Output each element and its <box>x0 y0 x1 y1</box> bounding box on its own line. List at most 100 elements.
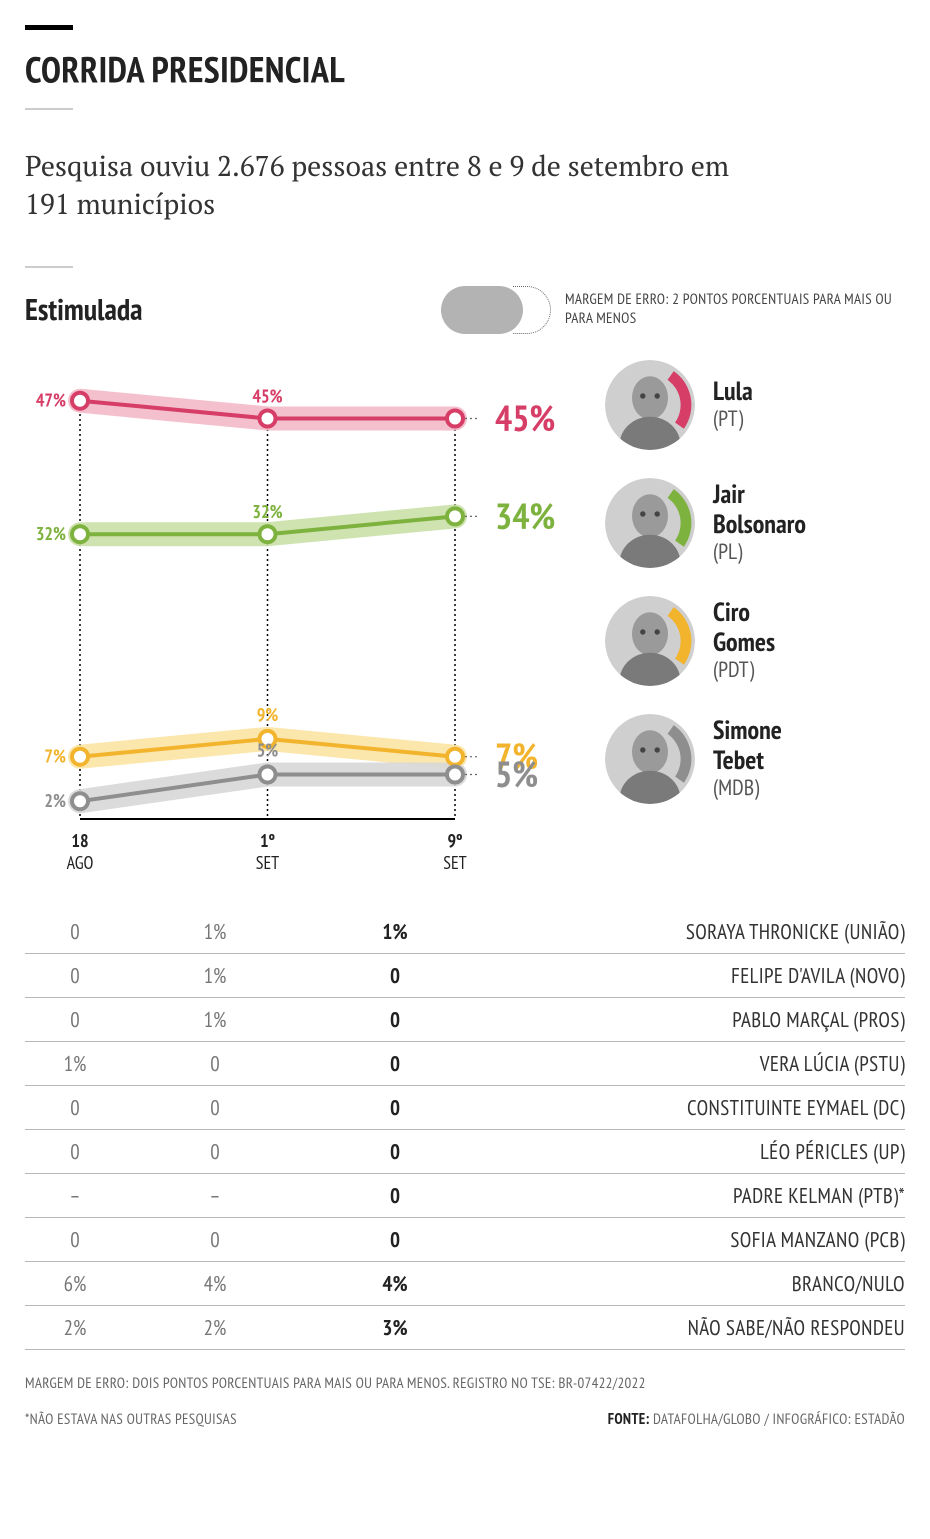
table-row: 01%0PABLO MARÇAL (PROS) <box>25 998 905 1042</box>
table-row: 01%0FELIPE D'AVILA (NOVO) <box>25 954 905 998</box>
candidate-party: (MDB) <box>713 776 782 801</box>
table-cell: PADRE KELMAN (PTB)* <box>485 1182 905 1209</box>
table-cell: 1% <box>125 962 305 989</box>
table-cell: 1% <box>125 918 305 945</box>
footnote-line-1: MARGEM DE ERRO: DOIS PONTOS PORCENTUAIS … <box>25 1372 905 1396</box>
subhead: Pesquisa ouviu 2.676 pessoas entre 8 e 9… <box>25 148 775 224</box>
table-cell: NÃO SABE/NÃO RESPONDEU <box>485 1314 905 1341</box>
candidate-bolsonaro: JairBolsonaro (PL) <box>605 478 806 568</box>
table-row: 000SOFIA MANZANO (PCB) <box>25 1218 905 1262</box>
svg-text:9º: 9º <box>448 829 463 852</box>
avatar-tebet <box>605 714 695 804</box>
table-cell: FELIPE D'AVILA (NOVO) <box>485 962 905 989</box>
candidate-tebet: SimoneTebet (MDB) <box>605 714 806 804</box>
table-cell: 4% <box>125 1270 305 1297</box>
table-cell: 0 <box>125 1226 305 1253</box>
avatar-ciro <box>605 596 695 686</box>
fonte-text: DATAFOLHA/GLOBO / INFOGRÁFICO: ESTADÃO <box>653 1410 905 1429</box>
table-row: ––0PADRE KELMAN (PTB)* <box>25 1174 905 1218</box>
svg-text:45%: 45% <box>495 393 555 440</box>
sep-rule <box>25 266 73 268</box>
table-cell: 0 <box>305 1226 485 1253</box>
candidate-text: JairBolsonaro (PL) <box>713 480 806 565</box>
margin-legend: MARGEM DE ERRO: 2 PONTOS PORCENTUAIS PAR… <box>441 286 905 334</box>
table-cell: 0 <box>125 1050 305 1077</box>
footnotes: MARGEM DE ERRO: DOIS PONTOS PORCENTUAIS … <box>25 1372 905 1432</box>
table-cell: 2% <box>25 1314 125 1341</box>
svg-text:SET: SET <box>443 851 466 874</box>
fonte-label: FONTE: <box>608 1410 650 1429</box>
legend-pill-icon <box>441 286 551 334</box>
table-cell: BRANCO/NULO <box>485 1270 905 1297</box>
table-cell: 1% <box>305 918 485 945</box>
candidate-party: (PL) <box>713 540 806 565</box>
svg-text:32%: 32% <box>252 500 282 523</box>
candidate-text: Lula (PT) <box>713 377 753 432</box>
table-cell: SOFIA MANZANO (PCB) <box>485 1226 905 1253</box>
table-cell: 0 <box>25 1094 125 1121</box>
avatar-lula <box>605 360 695 450</box>
svg-text:9%: 9% <box>257 702 279 725</box>
table-cell: CONSTITUINTE EYMAEL (DC) <box>485 1094 905 1121</box>
svg-text:5%: 5% <box>257 738 279 761</box>
table-cell: 0 <box>305 1182 485 1209</box>
table-cell: 0 <box>125 1094 305 1121</box>
candidate-party: (PDT) <box>713 658 775 683</box>
candidate-lula: Lula (PT) <box>605 360 806 450</box>
svg-text:47%: 47% <box>36 388 66 411</box>
poll-line-chart: 47%45%45%32%32%34%7%9%7%2%5%5%18AGO1ºSET… <box>25 354 585 884</box>
table-row: 01%1%SORAYA THRONICKE (UNIÃO) <box>25 910 905 954</box>
table-cell: 0 <box>25 1138 125 1165</box>
svg-text:SET: SET <box>256 851 279 874</box>
candidate-name: CiroGomes <box>713 598 775 658</box>
legend-text: MARGEM DE ERRO: 2 PONTOS PORCENTUAIS PAR… <box>565 291 905 329</box>
under-rule <box>25 108 73 110</box>
table-cell: VERA LÚCIA (PSTU) <box>485 1050 905 1077</box>
svg-text:45%: 45% <box>252 384 282 407</box>
page-title: CORRIDA PRESIDENCIAL <box>25 45 905 92</box>
table-row: 1%00VERA LÚCIA (PSTU) <box>25 1042 905 1086</box>
footnote-asterisk: *NÃO ESTAVA NAS OUTRAS PESQUISAS <box>25 1408 237 1432</box>
table-row: 000CONSTITUINTE EYMAEL (DC) <box>25 1086 905 1130</box>
candidate-text: CiroGomes (PDT) <box>713 598 775 683</box>
table-cell: 0 <box>305 1050 485 1077</box>
top-rule <box>25 25 73 30</box>
table-cell: LÉO PÉRICLES (UP) <box>485 1138 905 1165</box>
chart-area: 47%45%45%32%32%34%7%9%7%2%5%5%18AGO1ºSET… <box>25 354 905 884</box>
table-cell: 0 <box>305 962 485 989</box>
table-cell: 0 <box>25 1006 125 1033</box>
svg-text:34%: 34% <box>495 491 555 538</box>
table-cell: 0 <box>25 918 125 945</box>
table-cell: 2% <box>125 1314 305 1341</box>
section-header: Estimulada MARGEM DE ERRO: 2 PONTOS PORC… <box>25 286 905 334</box>
svg-text:5%: 5% <box>495 749 538 796</box>
table-cell: – <box>25 1182 125 1209</box>
table-cell: 0 <box>305 1138 485 1165</box>
table-cell: 6% <box>25 1270 125 1297</box>
svg-text:18: 18 <box>71 829 88 852</box>
candidate-name: JairBolsonaro <box>713 480 806 540</box>
candidate-party: (PT) <box>713 407 753 432</box>
svg-text:32%: 32% <box>36 522 66 545</box>
table-row: 6%4%4%BRANCO/NULO <box>25 1262 905 1306</box>
candidate-text: SimoneTebet (MDB) <box>713 716 782 801</box>
table-row: 2%2%3%NÃO SABE/NÃO RESPONDEU <box>25 1306 905 1350</box>
candidate-name: Lula <box>713 377 753 407</box>
candidate-name: SimoneTebet <box>713 716 782 776</box>
svg-text:2%: 2% <box>44 789 66 812</box>
svg-text:7%: 7% <box>44 744 66 767</box>
table-row: 000LÉO PÉRICLES (UP) <box>25 1130 905 1174</box>
svg-text:1º: 1º <box>260 829 275 852</box>
section-title: Estimulada <box>25 290 143 329</box>
svg-text:AGO: AGO <box>67 851 94 874</box>
table-cell: 4% <box>305 1270 485 1297</box>
table-cell: 0 <box>305 1094 485 1121</box>
table-cell: 1% <box>125 1006 305 1033</box>
table-cell: 3% <box>305 1314 485 1341</box>
footnote-source: FONTE: DATAFOLHA/GLOBO / INFOGRÁFICO: ES… <box>608 1408 905 1432</box>
avatar-bolsonaro <box>605 478 695 568</box>
table-cell: PABLO MARÇAL (PROS) <box>485 1006 905 1033</box>
table-cell: SORAYA THRONICKE (UNIÃO) <box>485 918 905 945</box>
table-cell: 0 <box>305 1006 485 1033</box>
candidate-ciro: CiroGomes (PDT) <box>605 596 806 686</box>
